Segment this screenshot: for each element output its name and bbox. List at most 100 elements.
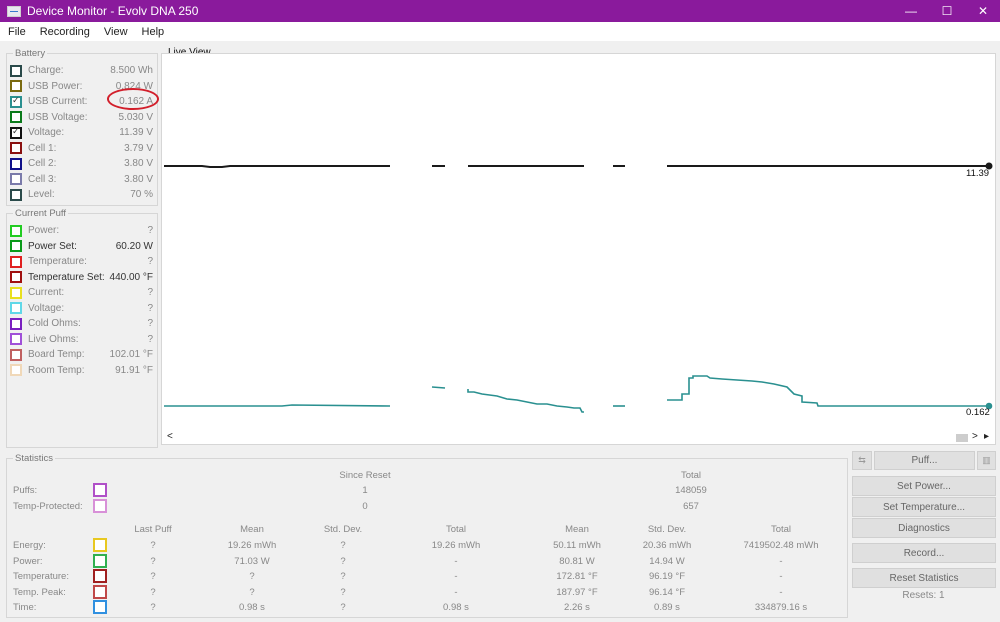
menu-view[interactable]: View	[103, 25, 128, 38]
series-toggle-checkbox[interactable]	[10, 271, 22, 283]
row-value: 0.824 W	[115, 80, 153, 92]
stat-count-label: Puffs:	[13, 485, 38, 496]
maximize-button[interactable]: ☐	[941, 4, 953, 18]
row-value: ?	[147, 225, 153, 236]
current-puff-row: Live Ohms:?	[10, 332, 153, 347]
stat-cell: ?	[340, 555, 346, 567]
row-label: Temperature Set:	[28, 271, 105, 283]
scroll-left-icon[interactable]: <	[167, 431, 173, 442]
current-puff-row: Temperature Set: 440.00 °F	[10, 270, 153, 285]
live-view-chart: 11.39 0.162 < > ▸	[161, 53, 996, 445]
close-button[interactable]: ✕	[977, 4, 989, 18]
stat-cell: 0.98 s	[443, 602, 469, 614]
current-segment	[467, 389, 584, 413]
current-segment	[431, 386, 446, 389]
series-toggle-checkbox[interactable]	[10, 348, 22, 361]
series-toggle-checkbox[interactable]	[10, 64, 22, 77]
series-toggle-checkbox[interactable]	[10, 173, 22, 185]
resets-count: Resets: 1	[902, 590, 945, 601]
series-toggle-checkbox[interactable]	[10, 317, 22, 330]
stat-row-label: Power:	[13, 555, 43, 567]
voltage-end-point	[985, 162, 993, 170]
current-segment	[164, 404, 391, 407]
row-value: 91.91 °F	[115, 364, 153, 376]
current-puff-group: Current Puff Power:? Power Set: 60.20 W Tem…	[6, 208, 158, 448]
stat-cell: ?	[340, 540, 346, 551]
menu-recording[interactable]: Recording	[39, 25, 90, 38]
stat-cell: 71.03 W	[234, 555, 270, 567]
row-label: Live Ohms:	[28, 333, 79, 345]
stat-column-header: Mean	[565, 524, 589, 535]
stat-cell: ?	[150, 586, 156, 598]
menu-help[interactable]: Help	[141, 25, 165, 38]
series-toggle-checkbox[interactable]	[10, 286, 22, 299]
series-toggle-checkbox[interactable]	[10, 157, 22, 170]
series-toggle-checkbox[interactable]	[10, 111, 22, 123]
stat-cell: -	[779, 586, 783, 598]
stat-cell: 14.94 W	[649, 555, 685, 567]
stat-total-value: 657	[683, 501, 699, 512]
series-toggle-checkbox[interactable]	[10, 302, 22, 314]
stat-cell: 19.26 mWh	[227, 540, 277, 551]
stat-cell: 172.81 °F	[556, 571, 598, 583]
series-toggle-checkbox[interactable]	[10, 142, 22, 154]
current-puff-row: Voltage:?	[10, 301, 153, 316]
stat-row-label: Temperature:	[13, 571, 69, 583]
current-trace	[164, 375, 993, 413]
stat-column-header: Std. Dev.	[647, 524, 687, 535]
row-value: 11.39 V	[119, 127, 153, 138]
row-value: 3.79 V	[124, 142, 153, 154]
series-toggle-checkbox[interactable]	[10, 188, 22, 201]
stat-cell: ?	[340, 586, 346, 598]
battery-row: USB Voltage: 5.030 V	[10, 110, 153, 125]
menu-file[interactable]: File	[8, 25, 26, 38]
battery-row: Cell 2: 3.80 V	[10, 156, 153, 171]
stat-cell: 187.97 °F	[556, 586, 598, 598]
scroll-end-icon[interactable]: ▸	[984, 431, 990, 442]
stat-cell: ?	[340, 602, 346, 614]
series-toggle-checkbox[interactable]	[10, 255, 22, 268]
stat-count-label: Temp-Protected:	[13, 501, 83, 512]
current-end-label: 0.162	[966, 407, 990, 418]
record-button[interactable]: Record...	[852, 543, 996, 563]
row-value: ?	[147, 287, 153, 298]
series-toggle-checkbox[interactable]	[10, 95, 22, 108]
row-value: 3.80 V	[124, 158, 153, 169]
stat-cell: 7419502.48 mWh	[743, 540, 819, 551]
window-title: Device Monitor - Evolv DNA 250	[27, 4, 199, 18]
minimize-button[interactable]: —	[905, 4, 917, 18]
set-power-button[interactable]: Set Power...	[852, 476, 996, 496]
series-toggle-checkbox[interactable]	[10, 80, 22, 92]
stat-column-header: Std. Dev.	[323, 524, 363, 535]
row-label: Cell 3:	[28, 173, 57, 185]
scroll-right-icon[interactable]: >	[972, 431, 978, 442]
series-toggle-checkbox[interactable]	[10, 240, 22, 252]
series-toggle-checkbox[interactable]	[10, 224, 22, 237]
puff-button[interactable]: Puff...	[874, 451, 975, 470]
row-label: Cold Ohms:	[28, 318, 81, 329]
row-label: USB Current:	[28, 96, 88, 107]
diagnostics-button[interactable]: Diagnostics	[852, 518, 996, 538]
stat-column-header: Total	[445, 524, 467, 535]
row-value: 60.20 W	[115, 240, 153, 252]
menu-bar: File Recording View Help	[0, 22, 1000, 41]
stat-column-header: Last Puff	[134, 524, 172, 535]
stat-since-reset-value: 0	[362, 501, 368, 512]
current-puff-row: Temperature:?	[10, 254, 153, 269]
row-label: Power:	[28, 225, 60, 236]
set-temperature-button[interactable]: Set Temperature...	[852, 497, 996, 517]
puff-right-button[interactable]: ▥	[977, 451, 996, 470]
row-value: ?	[147, 302, 153, 314]
series-toggle-checkbox[interactable]	[10, 333, 22, 345]
series-toggle-checkbox[interactable]	[10, 126, 22, 139]
row-label: USB Power:	[28, 80, 83, 92]
horizontal-scrollbar[interactable]: < > ▸	[162, 431, 995, 444]
series-toggle-checkbox[interactable]	[10, 364, 22, 376]
battery-row: USB Power: 0.824 W	[10, 79, 153, 94]
stat-cell: 334879.16 s	[754, 602, 808, 614]
stat-column-header: Total	[770, 524, 792, 535]
puff-left-button[interactable]: ⇆	[852, 451, 872, 470]
reset-statistics-button[interactable]: Reset Statistics	[852, 568, 996, 588]
stat-cell: -	[454, 555, 458, 567]
scroll-thumb[interactable]	[956, 434, 968, 442]
